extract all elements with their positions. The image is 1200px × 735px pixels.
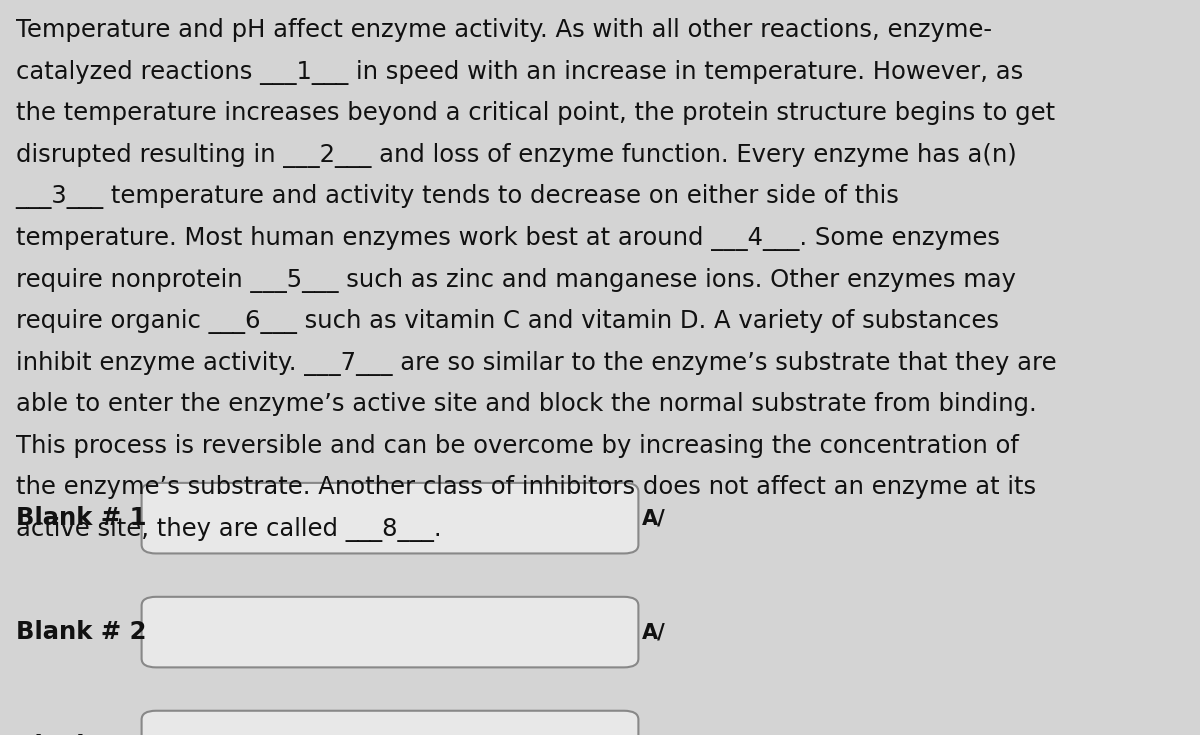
Text: ___3___ temperature and activity tends to decrease on either side of this: ___3___ temperature and activity tends t… [16, 184, 900, 209]
Text: Blank # 2: Blank # 2 [16, 620, 146, 644]
Text: A/: A/ [642, 508, 666, 528]
Text: disrupted resulting in ___2___ and loss of enzyme function. Every enzyme has a(n: disrupted resulting in ___2___ and loss … [16, 143, 1016, 168]
FancyBboxPatch shape [142, 711, 638, 735]
Text: the temperature increases beyond a critical point, the protein structure begins : the temperature increases beyond a criti… [16, 101, 1055, 126]
Text: Blank # 3: Blank # 3 [16, 734, 146, 735]
Text: require organic ___6___ such as vitamin C and vitamin D. A variety of substances: require organic ___6___ such as vitamin … [16, 309, 998, 334]
Text: catalyzed reactions ___1___ in speed with an increase in temperature. However, a: catalyzed reactions ___1___ in speed wit… [16, 60, 1022, 85]
Text: Temperature and pH affect enzyme activity. As with all other reactions, enzyme-: Temperature and pH affect enzyme activit… [16, 18, 991, 43]
FancyBboxPatch shape [142, 483, 638, 553]
Text: temperature. Most human enzymes work best at around ___4___. Some enzymes: temperature. Most human enzymes work bes… [16, 226, 1000, 251]
Text: This process is reversible and can be overcome by increasing the concentration o: This process is reversible and can be ov… [16, 434, 1019, 458]
Text: able to enter the enzyme’s active site and block the normal substrate from bindi: able to enter the enzyme’s active site a… [16, 392, 1037, 416]
Text: inhibit enzyme activity. ___7___ are so similar to the enzyme’s substrate that t: inhibit enzyme activity. ___7___ are so … [16, 351, 1056, 376]
Text: Blank # 1: Blank # 1 [16, 506, 146, 530]
FancyBboxPatch shape [142, 597, 638, 667]
Text: active site, they are called ___8___.: active site, they are called ___8___. [16, 517, 442, 542]
Text: A/: A/ [642, 622, 666, 642]
Text: require nonprotein ___5___ such as zinc and manganese ions. Other enzymes may: require nonprotein ___5___ such as zinc … [16, 268, 1015, 293]
Text: the enzyme’s substrate. Another class of inhibitors does not affect an enzyme at: the enzyme’s substrate. Another class of… [16, 476, 1036, 499]
